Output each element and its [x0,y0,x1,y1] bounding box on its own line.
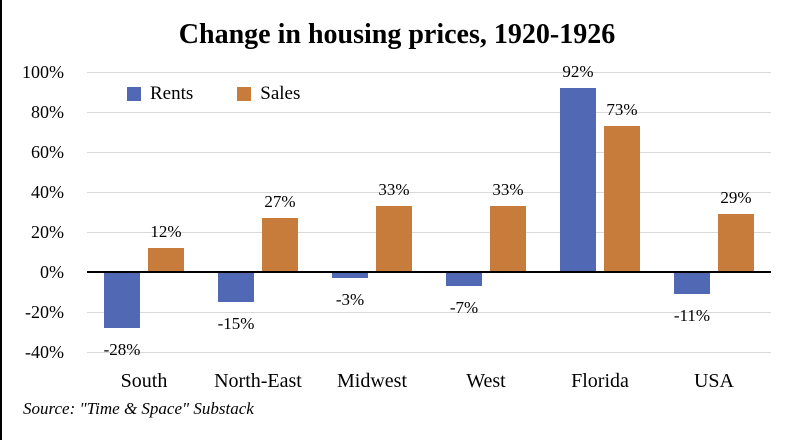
data-label: 33% [492,180,524,199]
x-category-label: Midwest [337,370,407,392]
x-category-label: Florida [571,370,629,392]
legend-swatch-rents-icon [127,86,141,101]
gridline [87,351,771,353]
y-tick-label: 40% [31,182,64,202]
y-tick-label: -20% [25,302,64,322]
gridline [87,191,771,193]
legend-label-sales: Sales [260,83,301,104]
data-label: -7% [449,298,479,317]
gridline [87,111,771,113]
legend-label-rents: Rents [150,83,194,104]
bar-sales-midwest [376,206,412,272]
bar-sales-florida [604,126,640,272]
bar-sales-west [490,206,526,272]
data-label: -11% [673,306,711,325]
data-label: -3% [335,290,365,309]
legend-item-rents: Rents [127,84,193,103]
x-axis-zero-line [87,271,771,273]
source-note: Source: "Time & Space" Substack [23,399,254,418]
data-label: -28% [103,340,141,359]
bar-rents-florida [560,88,596,272]
legend-swatch-sales-icon [237,86,252,101]
gridline [87,231,771,233]
x-category-label: USA [693,370,734,392]
x-category-label: North-East [214,370,302,392]
y-tick-label: 80% [31,102,64,122]
data-label: 33% [378,180,410,199]
bar-sales-usa [718,214,754,272]
data-label: -15% [217,314,255,333]
data-label: 12% [150,222,182,241]
chart-title: Change in housing prices, 1920-1926 [178,19,616,50]
bar-sales-north-east [262,218,298,272]
x-category-label: West [466,370,506,392]
data-label: 92% [562,62,594,81]
plot-area: -28% 12% -15% 27% -3% 33% -7% 33% 92% 73% -11% 29% [87,62,771,359]
bar-rents-midwest [332,272,368,278]
y-tick-label: 0% [40,262,64,282]
bar-rents-north-east [218,272,254,302]
gridline [87,71,771,73]
bar-rents-west [446,272,482,286]
legend-item-sales: Sales [237,84,300,103]
bar-rents-usa [674,272,710,294]
gridline [87,151,771,153]
bar-sales-south [148,248,184,272]
legend: Rents Sales [127,84,300,103]
data-label: 27% [264,192,296,211]
y-tick-label: 100% [22,62,64,82]
gridline [87,311,771,313]
bar-rents-south [104,272,140,328]
data-label: 73% [606,100,638,119]
y-tick-label: 60% [31,142,64,162]
y-tick-label: -40% [25,342,64,362]
x-category-label: South [120,370,168,392]
y-tick-label: 20% [31,222,64,242]
data-label: 29% [720,188,752,207]
